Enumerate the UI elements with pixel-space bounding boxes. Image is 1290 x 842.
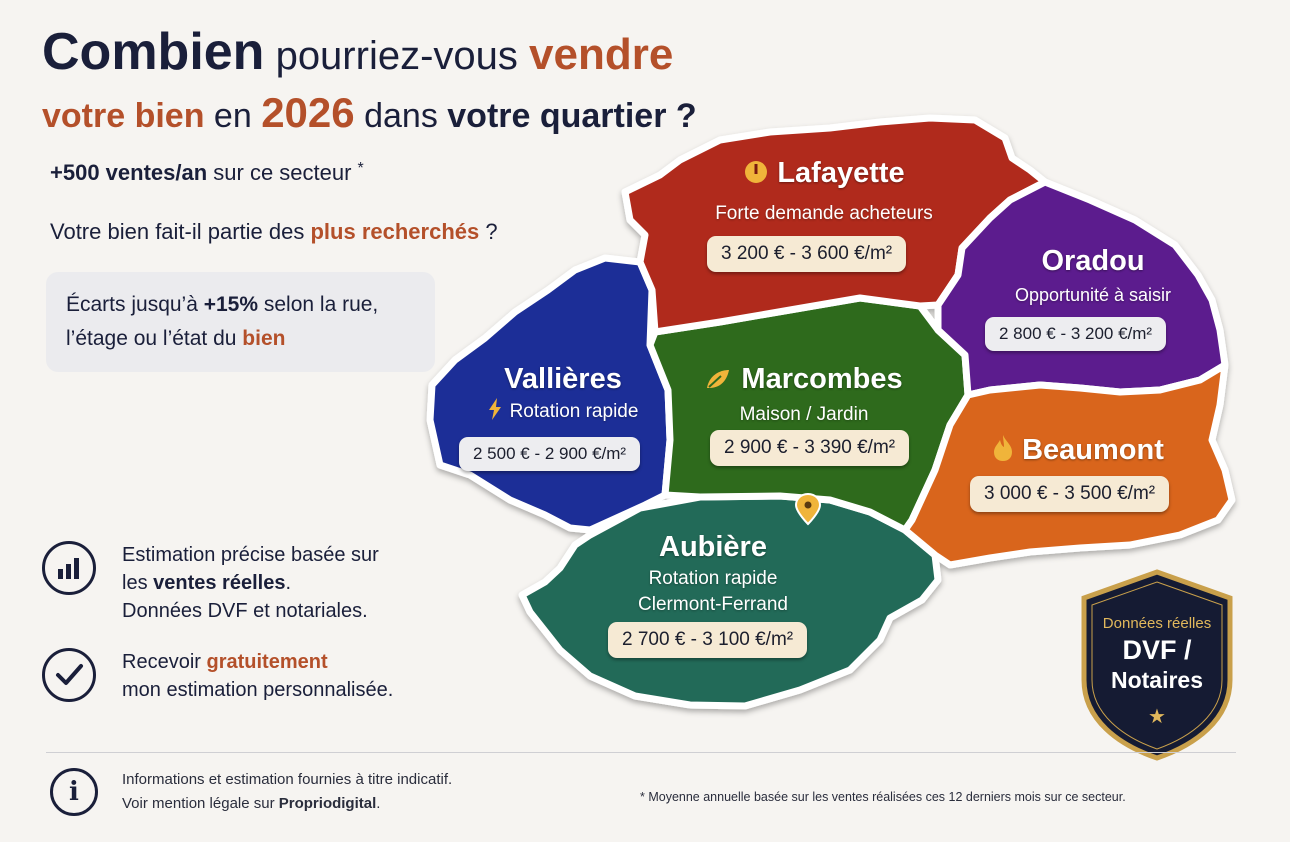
feature-estimation-line2-post: .: [285, 572, 292, 594]
headline-quartier: votre quartier ?: [447, 97, 697, 135]
price-beaumont: 3 000 € - 3 500 €/m²: [970, 476, 1170, 512]
feature-free-estimate-text: Recevoir gratuitement mon estimation per…: [122, 648, 393, 704]
headline: Combien pourriez-vous vendre votre bien …: [42, 22, 697, 141]
headline-combien: Combien: [42, 23, 265, 81]
flame-icon: [992, 434, 1014, 470]
zone-sub-vallieres: Rotation rapide: [509, 401, 639, 422]
question-bold: plus recherchés: [310, 219, 480, 244]
zone-label-lafayette: Lafayette Forte demande acheteurs: [700, 156, 948, 227]
sales-stat: +500 ventes/an sur ce secteur *: [50, 160, 364, 186]
feature-free-estimate: Recevoir gratuitement mon estimation per…: [42, 648, 393, 704]
checkmark-icon: [42, 648, 96, 702]
zone-name-oradou: Oradou: [1041, 245, 1145, 277]
footer-line-2: Voir mention légale sur Propriodigital.: [122, 792, 452, 816]
variance-pre: Écarts jusqu’à: [66, 293, 204, 316]
feature-estimation-line-2: les ventes réelles.: [122, 569, 379, 597]
dvf-badge-shield: [1081, 569, 1233, 761]
price-vallieres: 2 500 € - 2 900 €/m²: [459, 437, 641, 471]
zone-name-vallieres: Vallières: [504, 363, 622, 395]
feature-free-line1-bold: gratuitement: [206, 651, 328, 673]
sales-count: +500 ventes/an: [50, 160, 208, 185]
badge-main-2: Notaires: [1110, 667, 1204, 693]
headline-votre-bien: votre bien: [42, 97, 205, 135]
feature-estimation: Estimation précise basée sur les ventes …: [42, 541, 379, 625]
headline-dans: dans: [354, 97, 448, 135]
feature-free-line1-pre: Recevoir: [122, 651, 207, 673]
footer-line2-post: .: [376, 795, 381, 812]
zone-label-aubiere: Aubière Rotation rapide Clermont-Ferrand: [603, 530, 823, 618]
footer-line2-pre: Voir mention légale sur: [122, 795, 279, 812]
lightning-icon: [488, 398, 502, 428]
feature-estimation-line2-bold: ventes réelles: [153, 572, 286, 594]
badge-top-label: Données réelles: [1102, 615, 1212, 632]
variance-line2-pre: l’étage ou l’état du: [66, 327, 243, 350]
variance-percent: +15%: [203, 293, 259, 316]
location-pin-icon: [794, 492, 822, 526]
clock-icon: [743, 159, 769, 193]
zone-sub-lafayette: Forte demande acheteurs: [715, 203, 933, 224]
zone-name-beaumont: Beaumont: [1022, 434, 1164, 466]
headline-year: 2026: [261, 89, 355, 136]
headline-line-1: Combien pourriez-vous vendre: [42, 22, 697, 86]
zone-label-vallieres: Vallières Rotation rapide: [463, 362, 663, 428]
feature-estimation-line-1: Estimation précise basée sur: [122, 544, 379, 566]
zone-sub2-aubiere: Clermont-Ferrand: [638, 594, 788, 615]
footer-line-1: Informations et estimation fournies à ti…: [122, 771, 453, 788]
price-oradou: 2 800 € - 3 200 €/m²: [985, 317, 1167, 351]
price-lafayette: 3 200 € - 3 600 €/m²: [707, 236, 907, 272]
footer-disclaimer-text: Informations et estimation fournies à ti…: [122, 768, 452, 816]
feature-free-line-2: mon estimation personnalisée.: [122, 679, 394, 701]
info-icon: i: [50, 768, 98, 816]
bar-chart-icon: [42, 541, 96, 595]
feature-estimation-text: Estimation précise basée sur les ventes …: [122, 541, 379, 625]
leaf-icon: [705, 364, 731, 398]
zone-sub-oradou: Opportunité à saisir: [1014, 285, 1172, 305]
propriodigital-link[interactable]: Propriodigital: [278, 795, 377, 812]
zone-beaumont[interactable]: [901, 361, 1236, 569]
price-marcombes: 2 900 € - 3 390 €/m²: [710, 430, 910, 466]
variance-note: Écarts jusqu’à +15% selon la rue, l’étag…: [46, 272, 435, 372]
zone-name-aubiere: Aubière: [659, 531, 767, 563]
question-post: ?: [479, 219, 498, 244]
question-pre: Votre bien fait-il partie des: [50, 219, 311, 244]
zone-name-marcombes: Marcombes: [741, 363, 903, 395]
price-aubiere: 2 700 € - 3 100 €/m²: [608, 622, 808, 658]
zone-label-marcombes: Marcombes Maison / Jardin: [694, 362, 914, 428]
dvf-badge: Données réelles DVF / Notaires ★: [1078, 615, 1236, 729]
headline-middle: pourriez-vous: [264, 34, 530, 78]
footer-disclaimer: i Informations et estimation fournies à …: [50, 768, 452, 816]
feature-estimation-line2-pre: les: [122, 572, 154, 594]
headline-vendre: vendre: [529, 30, 674, 79]
badge-main-1: DVF /: [1122, 635, 1192, 665]
zone-label-beaumont: Beaumont: [978, 433, 1178, 470]
footer-divider: [46, 752, 1236, 753]
headline-line-2: votre bien en 2026 dans votre quartier ?: [42, 88, 697, 141]
footer-footnote: * Moyenne annuelle basée sur les ventes …: [640, 790, 1126, 804]
zone-sub-aubiere: Rotation rapide: [648, 568, 778, 589]
variance-line-2: l’étage ou l’état du bien: [66, 322, 415, 356]
sales-asterisk: *: [357, 160, 364, 177]
variance-line2-bold: bien: [242, 327, 286, 350]
zone-sub-marcombes: Maison / Jardin: [739, 404, 869, 425]
feature-free-line-1: Recevoir gratuitement: [122, 648, 393, 676]
star-icon: ★: [1148, 706, 1166, 728]
feature-estimation-line-3: Données DVF et notariales.: [122, 600, 368, 622]
zone-name-lafayette: Lafayette: [777, 157, 905, 189]
sales-text: sur ce secteur: [207, 160, 352, 185]
headline-en: en: [204, 97, 262, 135]
variance-mid: selon la rue,: [258, 293, 379, 316]
question-text: Votre bien fait-il partie des plus reche…: [50, 219, 498, 245]
zone-label-oradou: Oradou Opportunité à saisir: [998, 244, 1188, 308]
variance-line-1: Écarts jusqu’à +15% selon la rue,: [66, 288, 415, 322]
